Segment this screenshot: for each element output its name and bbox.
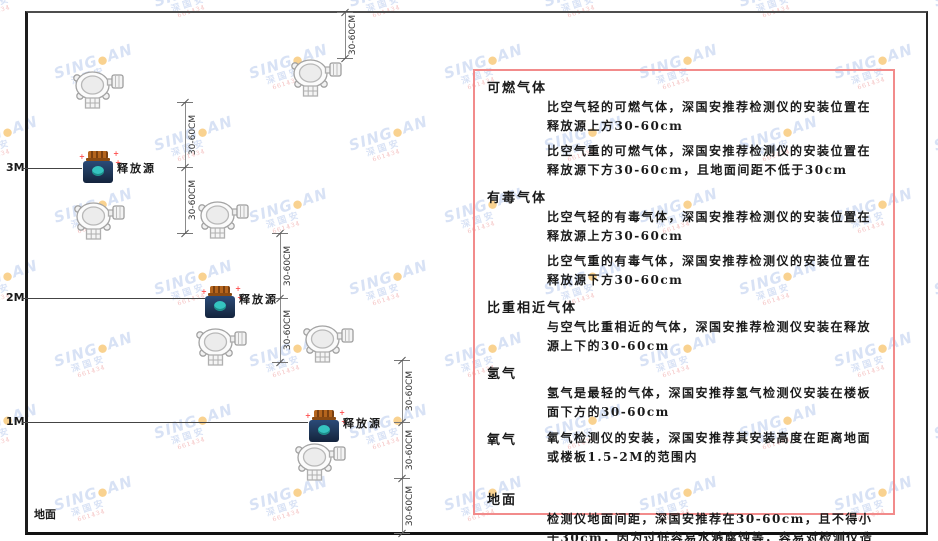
brand-dot-icon: ● xyxy=(0,124,15,140)
section-paragraph: 比空气轻的有毒气体，深国安推荐检测仪的安装位置在释放源上方30-60cm xyxy=(547,210,872,243)
sparkle-icon: + xyxy=(113,149,119,158)
section-paragraph: 氧气检测仪的安装，深国安推荐其安装高度在距离地面或楼板1.5-2M的范围内 xyxy=(547,431,872,464)
section-ground: 地面 检测仪地面间距，深国安推荐在30-60cm，且不得小于30cm，因为过低容… xyxy=(487,489,881,541)
dimension-line xyxy=(345,12,346,58)
gas-detector-icon xyxy=(197,198,249,240)
sparkle-icon: + xyxy=(341,417,347,426)
section-paragraph: 氢气是最轻的气体，深国安推荐氢气检测仪安装在楼板面下方的30-60cm xyxy=(547,386,872,419)
section-heading: 氢气 xyxy=(487,367,518,382)
dimension-label: 30-60CM xyxy=(188,114,198,155)
release-source-label: 释放源 xyxy=(239,293,278,306)
dimension-label: 30-60CM xyxy=(405,370,415,412)
gas-detector-icon xyxy=(195,325,247,367)
height-label-1m: 1M xyxy=(6,415,25,428)
guideline-panel: 可燃气体 比空气轻的可燃气体，深国安推荐检测仪的安装位置在释放源上方30-60c… xyxy=(473,69,895,541)
sparkle-icon: + + xyxy=(79,152,94,161)
source-brim xyxy=(86,158,110,161)
height-line-3m xyxy=(22,168,82,169)
height-label-3m: 3M xyxy=(6,161,25,174)
sparkle-icon: + xyxy=(339,408,345,417)
sparkle-icon: + + xyxy=(201,287,216,296)
section-flammable-gas: 可燃气体 比空气轻的可燃气体，深国安推荐检测仪的安装位置在释放源上方30-60c… xyxy=(487,77,881,180)
release-source-icon: + + + + xyxy=(305,406,347,444)
gas-detector-icon xyxy=(72,68,124,110)
section-heading: 可燃气体 xyxy=(487,81,548,96)
source-brim xyxy=(312,417,336,420)
source-cap xyxy=(210,286,230,294)
dimension-label: 30-60CM xyxy=(348,14,358,56)
release-source-icon: + + + + xyxy=(201,282,243,320)
source-emblem xyxy=(318,425,330,435)
section-paragraph: 检测仪地面间距，深国安推荐在30-60cm，且不得小于30cm，因为过低容易水溅… xyxy=(547,512,874,541)
gas-detector-icon xyxy=(73,199,125,241)
sparkle-icon: + xyxy=(235,284,241,293)
section-paragraph: 比空气重的有毒气体，深国安推荐检测仪的安装位置在释放源下方30-60cm xyxy=(547,254,872,287)
gas-detector-icon xyxy=(302,322,354,364)
section-hydrogen: 氢气 氢气是最轻的气体，深国安推荐氢气检测仪安装在楼板面下方的30-60cm xyxy=(487,363,881,422)
gas-detector-icon xyxy=(294,440,346,482)
brand-dot-icon: ● xyxy=(0,268,15,284)
section-heading: 有毒气体 xyxy=(487,191,548,206)
source-cap xyxy=(314,410,334,418)
section-oxygen: 氧气 氧气检测仪的安装，深国安推荐其安装高度在距离地面或楼板1.5-2M的范围内 xyxy=(487,429,881,473)
section-heading: 比重相近气体 xyxy=(487,301,578,316)
release-source-icon: + + + + xyxy=(79,147,121,185)
dimension-label: 30-60CM xyxy=(405,485,415,526)
source-emblem xyxy=(92,166,104,176)
section-paragraph: 比空气轻的可燃气体，深国安推荐检测仪的安装位置在释放源上方30-60cm xyxy=(547,100,872,133)
height-line-1m xyxy=(22,422,308,423)
dimension-label: 30-60CM xyxy=(188,179,198,221)
release-source-label: 释放源 xyxy=(343,417,382,430)
section-toxic-gas: 有毒气体 比空气轻的有毒气体，深国安推荐检测仪的安装位置在释放源上方30-60c… xyxy=(487,187,881,290)
source-emblem xyxy=(214,301,226,311)
source-cap xyxy=(88,151,108,159)
gas-detector-icon xyxy=(290,56,342,98)
sparkle-icon: + xyxy=(237,293,243,302)
ground-label: 地面 xyxy=(34,508,56,521)
dimension-label: 30-60CM xyxy=(283,245,293,286)
sparkle-icon: + xyxy=(115,158,121,167)
section-paragraph: 比空气重的可燃气体，深国安推荐检测仪的安装位置在释放源下方30-60cm，且地面… xyxy=(547,144,872,177)
height-label-2m: 2M xyxy=(6,291,25,304)
section-heading: 氧气 xyxy=(487,433,518,448)
height-line-2m xyxy=(22,298,205,299)
dimension-line xyxy=(402,360,403,533)
section-similar-density-gas: 比重相近气体 与空气比重相近的气体，深国安推荐检测仪安装在释放源上下的30-60… xyxy=(487,297,881,356)
dimension-label: 30-60CM xyxy=(283,309,293,351)
source-brim xyxy=(208,293,232,296)
room-frame xyxy=(25,11,928,535)
sparkle-icon: + + xyxy=(305,411,320,420)
section-heading: 地面 xyxy=(487,493,518,508)
section-paragraph: 与空气比重相近的气体，深国安推荐检测仪安装在释放源上下的30-60cm xyxy=(547,320,872,353)
release-source-label: 释放源 xyxy=(117,162,156,175)
dimension-label: 30-60CM xyxy=(405,429,415,471)
